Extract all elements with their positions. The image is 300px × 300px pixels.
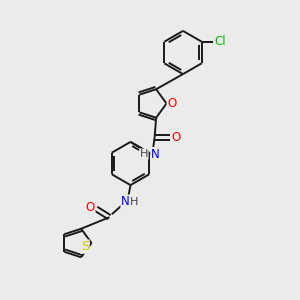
- Text: O: O: [86, 201, 95, 214]
- Text: Cl: Cl: [214, 35, 226, 48]
- Text: N: N: [151, 148, 160, 160]
- Text: O: O: [171, 131, 181, 144]
- Text: S: S: [81, 240, 89, 253]
- Text: H: H: [130, 196, 139, 207]
- Text: N: N: [121, 195, 130, 208]
- Text: H: H: [140, 149, 148, 159]
- Text: O: O: [167, 97, 176, 110]
